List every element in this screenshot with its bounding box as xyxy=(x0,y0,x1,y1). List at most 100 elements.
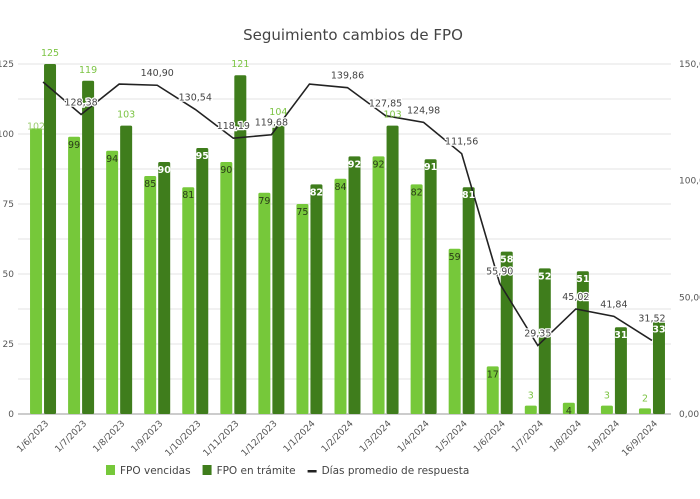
bar-fpo-en-tramite xyxy=(386,125,399,414)
label-dias-promedio: 31,52 xyxy=(638,313,665,324)
label-fpo-vencidas: 3 xyxy=(528,391,534,402)
label-dias-promedio: 124,98 xyxy=(407,105,440,116)
bar-fpo-vencidas xyxy=(448,248,461,414)
bar-fpo-vencidas xyxy=(600,405,613,414)
label-fpo-en-tramite: 82 xyxy=(310,187,323,198)
bar-fpo-en-tramite xyxy=(652,321,665,414)
bar-fpo-en-tramite xyxy=(158,162,171,414)
label-dias-promedio: 128,38 xyxy=(64,97,97,108)
x-tick: 1/8/2024 xyxy=(548,419,584,455)
label-dias-promedio: 130,54 xyxy=(179,92,212,103)
label-fpo-en-tramite: 33 xyxy=(652,325,665,336)
bar-fpo-en-tramite xyxy=(234,75,247,414)
label-fpo-en-tramite: 103 xyxy=(383,110,401,121)
bar-fpo-vencidas xyxy=(638,408,651,414)
x-tick: 1/1/2024 xyxy=(282,419,318,455)
bar-fpo-en-tramite xyxy=(82,80,95,415)
label-fpo-en-tramite: 51 xyxy=(576,274,589,285)
label-dias-promedio: 45,02 xyxy=(562,292,589,303)
label-fpo-vencidas: 4 xyxy=(566,406,572,417)
label-fpo-en-tramite: 95 xyxy=(196,151,209,162)
line-dias-promedio xyxy=(42,81,653,347)
y-left-tick: 100 xyxy=(0,130,14,140)
legend-line-swatch xyxy=(307,470,317,473)
label-fpo-en-tramite: 119 xyxy=(79,65,97,76)
bar-fpo-en-tramite xyxy=(196,148,209,414)
bar-fpo-en-tramite xyxy=(462,187,475,414)
y-right-tick: 50,00 xyxy=(679,293,700,303)
y-left-tick: 25 xyxy=(3,340,14,350)
label-fpo-vencidas: 75 xyxy=(296,207,308,218)
y-right-tick: 150,00 xyxy=(679,60,700,70)
y-left-tick: 0 xyxy=(8,410,14,420)
x-tick: 1/9/2024 xyxy=(586,419,622,455)
label-fpo-en-tramite: 92 xyxy=(348,159,361,170)
bar-fpo-vencidas xyxy=(372,156,385,414)
chart-title: Seguimiento cambios de FPO xyxy=(243,26,463,44)
bar-fpo-vencidas xyxy=(182,187,195,414)
label-fpo-en-tramite: 58 xyxy=(500,255,514,266)
legend-label: FPO en trámite xyxy=(217,465,296,477)
bar-fpo-vencidas xyxy=(106,150,119,415)
label-fpo-vencidas: 99 xyxy=(68,140,80,151)
label-fpo-en-tramite: 104 xyxy=(269,107,287,118)
label-fpo-vencidas: 2 xyxy=(642,393,648,404)
label-fpo-en-tramite: 90 xyxy=(158,165,172,176)
label-fpo-vencidas: 81 xyxy=(182,190,194,201)
label-fpo-vencidas: 92 xyxy=(373,159,385,170)
bar-fpo-en-tramite xyxy=(272,122,285,415)
legend-swatch xyxy=(106,465,115,475)
label-dias-promedio: 118,19 xyxy=(217,121,250,132)
label-fpo-vencidas: 90 xyxy=(220,165,232,176)
y-left-tick: 50 xyxy=(3,270,15,280)
x-tick: 1/5/2024 xyxy=(434,419,470,455)
label-dias-promedio: 139,86 xyxy=(331,71,364,82)
bar-fpo-vencidas xyxy=(258,192,271,414)
label-fpo-vencidas: 102 xyxy=(27,121,45,132)
bar-fpo-vencidas xyxy=(562,402,575,414)
label-dias-promedio: 140,90 xyxy=(141,68,174,79)
bar-fpo-en-tramite xyxy=(310,184,323,414)
x-tick: 1/11/2023 xyxy=(202,419,242,459)
label-fpo-en-tramite: 52 xyxy=(538,271,551,282)
label-fpo-vencidas: 84 xyxy=(334,182,346,193)
x-tick: 1/12/2023 xyxy=(240,419,280,459)
y-left-tick: 125 xyxy=(0,60,14,70)
label-dias-promedio: 111,56 xyxy=(445,137,478,148)
bar-fpo-vencidas xyxy=(144,176,157,414)
y-right-tick: 100,00 xyxy=(679,177,700,187)
x-tick: 1/9/2023 xyxy=(130,419,166,455)
label-fpo-vencidas: 3 xyxy=(604,391,610,402)
x-tick: 1/6/2023 xyxy=(15,419,51,455)
x-tick: 1/7/2024 xyxy=(510,419,546,455)
label-dias-promedio: 41,84 xyxy=(600,299,627,310)
label-fpo-en-tramite: 91 xyxy=(424,162,437,173)
legend-swatch xyxy=(202,465,212,475)
bar-fpo-en-tramite xyxy=(500,251,513,414)
x-tick: 16/9/2024 xyxy=(620,419,660,459)
x-tick: 1/4/2024 xyxy=(396,419,432,455)
x-tick: 1/10/2023 xyxy=(164,419,204,459)
label-dias-promedio: 127,85 xyxy=(369,99,402,110)
bar-fpo-vencidas xyxy=(524,405,537,414)
label-fpo-en-tramite: 31 xyxy=(614,330,627,341)
bar-fpo-vencidas xyxy=(334,178,347,414)
label-fpo-vencidas: 79 xyxy=(258,196,270,207)
bar-fpo-en-tramite xyxy=(348,156,361,414)
legend-label: Días promedio de respuesta xyxy=(322,465,470,477)
bar-fpo-vencidas xyxy=(410,184,423,414)
label-fpo-en-tramite: 125 xyxy=(41,48,59,59)
bar-fpo-vencidas xyxy=(296,204,309,414)
label-fpo-vencidas: 17 xyxy=(487,369,499,380)
bar-fpo-en-tramite xyxy=(538,268,551,414)
y-right-tick: 0,00 xyxy=(679,410,699,420)
bar-fpo-en-tramite xyxy=(614,327,627,414)
label-fpo-vencidas: 59 xyxy=(449,252,461,263)
bar-fpo-vencidas xyxy=(220,162,233,414)
bar-fpo-vencidas xyxy=(486,366,499,414)
bar-fpo-vencidas xyxy=(68,136,81,415)
x-tick: 1/7/2023 xyxy=(54,419,90,455)
label-dias-promedio: 119,68 xyxy=(255,118,288,129)
